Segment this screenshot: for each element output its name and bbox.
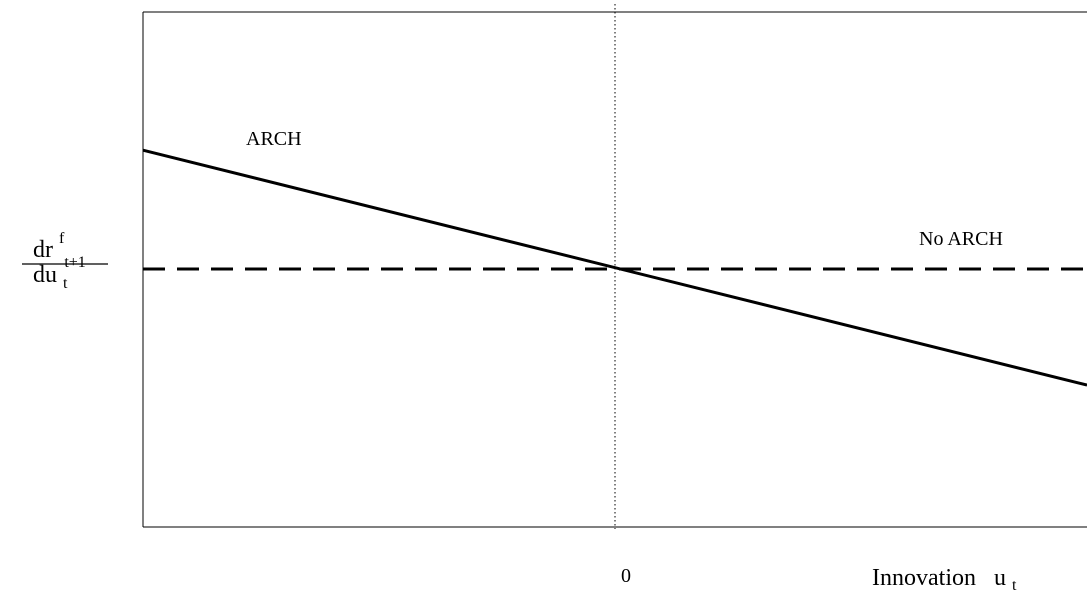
y-label-num-main: dr [33, 237, 53, 263]
y-axis-label-numerator: dr f t+1 [33, 223, 86, 271]
x-axis-label-var: u [994, 565, 1006, 591]
y-label-den-main: du [33, 262, 57, 288]
y-label-num-sub: t+1 [64, 254, 85, 271]
series-label-arch: ARCH [246, 128, 302, 150]
series-label-no-arch: No ARCH [919, 228, 1003, 250]
y-label-den-sub: t [63, 275, 68, 292]
y-axis-label-denominator: du t [33, 262, 68, 292]
x-tick-zero: 0 [621, 565, 631, 587]
y-axis-label: dr f t+1 du t [22, 223, 108, 292]
x-axis-label-sub: t [1012, 577, 1017, 594]
y-label-num-sup: f [59, 230, 65, 247]
x-axis-label: Innovation u t [872, 565, 1017, 594]
series-group [142, 148, 1087, 387]
x-axis-label-main: Innovation [872, 565, 976, 591]
series-line-arch [142, 148, 1087, 387]
